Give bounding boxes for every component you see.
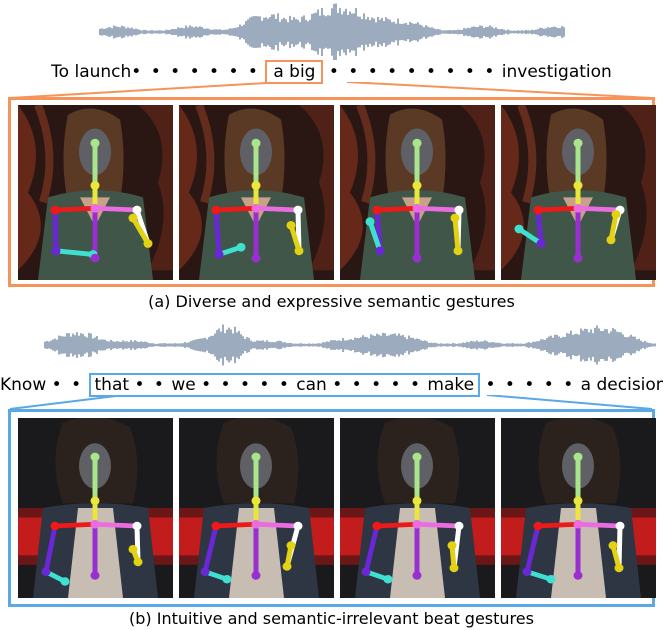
transcript-a-dots-2: • • • • • • • • •: [328, 62, 497, 82]
highlighted-words-a: a big: [265, 60, 324, 84]
transcript-b-word-make: make: [427, 375, 475, 395]
transcript-a-end: investigation: [501, 62, 612, 82]
frame-a3: [340, 105, 495, 280]
connector-lines-b: [9, 395, 653, 410]
connector-lines-a: [9, 82, 653, 99]
caption-b: (b) Intuitive and semantic-irrelevant be…: [129, 609, 534, 628]
audio-waveform-a: [99, 3, 565, 60]
transcript-a-start: To launch: [51, 62, 132, 82]
transcript-b-dots-3: • • • • •: [201, 375, 291, 395]
transcript-a: To launch• • • • • • • a big • • • • • •…: [0, 60, 663, 84]
transcript-b-word-can: can: [296, 375, 327, 395]
transcript-b-dots-1: • •: [51, 375, 84, 395]
transcript-b-dots-5: • • • • •: [485, 375, 576, 395]
frame-a1: [18, 105, 173, 280]
transcript-b-end: a decision: [580, 375, 663, 395]
highlighted-words-b: that • • we • • • • • can • • • • • make: [88, 373, 481, 397]
frame-b4: [501, 418, 656, 598]
frame-b2: [179, 418, 334, 598]
frame-b1: [18, 418, 173, 598]
transcript-a-dots-1: • • • • • • •: [131, 62, 260, 82]
transcript-b-start: Know: [0, 375, 47, 395]
transcript-b: Know • • that • • we • • • • • can • • •…: [0, 373, 663, 397]
audio-waveform-b: [44, 324, 656, 366]
frame-a2: [179, 105, 334, 280]
frame-a4: [501, 105, 656, 280]
transcript-b-dots-4: • • • • •: [332, 375, 422, 395]
transcript-b-word-we: we: [171, 375, 196, 395]
transcript-b-dots-2: • •: [134, 375, 166, 395]
frame-b3: [340, 418, 495, 598]
transcript-b-word-that: that: [94, 375, 130, 395]
caption-a: (a) Diverse and expressive semantic gest…: [148, 292, 515, 311]
